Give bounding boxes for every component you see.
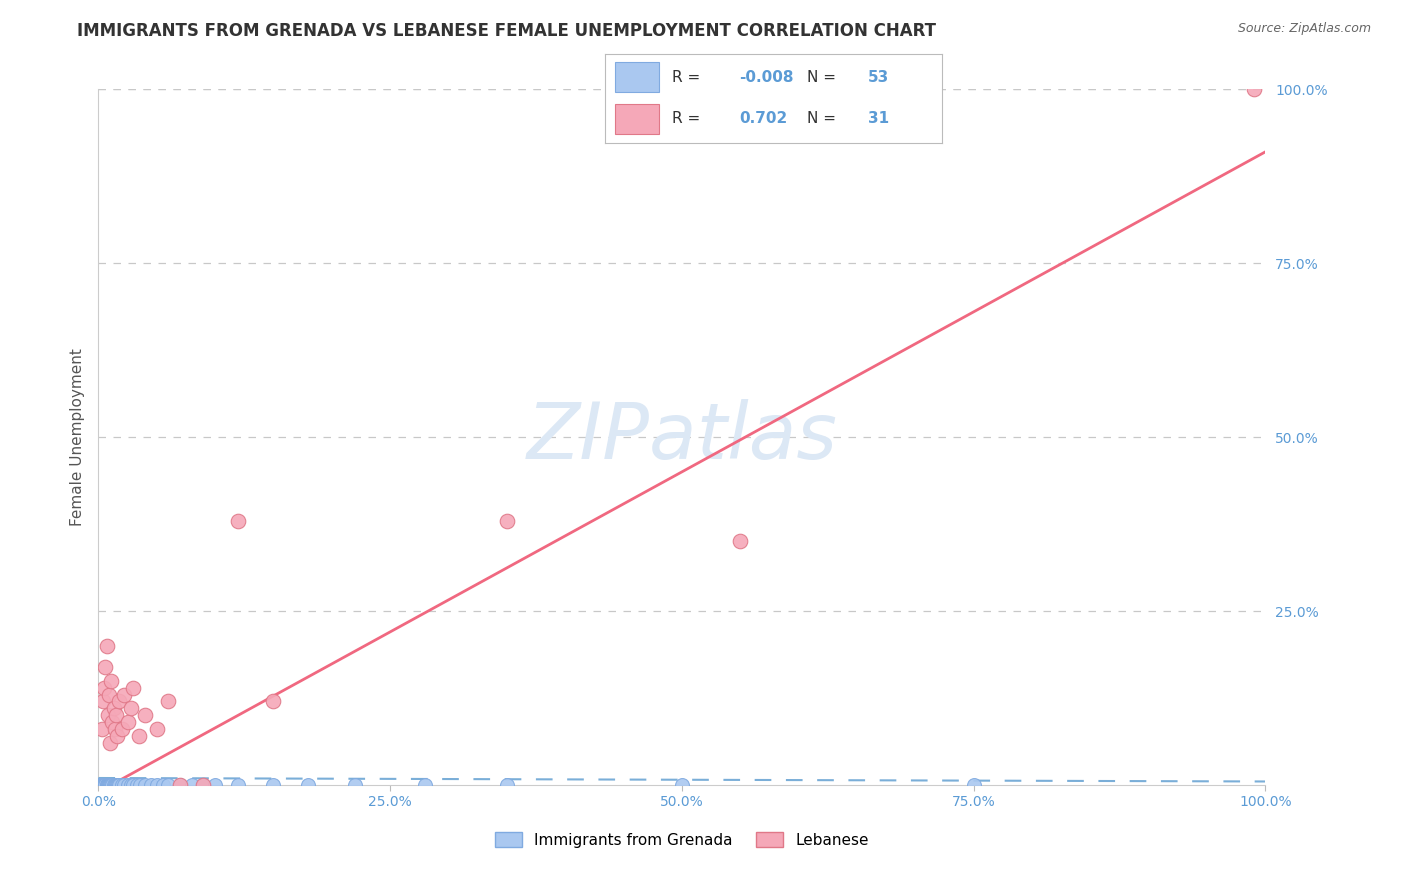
Point: [139, 778, 162, 792]
Point: [204, 778, 226, 792]
Point: [89, 778, 111, 792]
Point: [97, 778, 120, 792]
Point: [146, 723, 169, 737]
Point: [97, 688, 120, 702]
Point: [96, 778, 118, 792]
Point: [91, 778, 114, 792]
Point: [100, 778, 122, 792]
Legend: Immigrants from Grenada, Lebanese: Immigrants from Grenada, Lebanese: [489, 826, 875, 854]
Point: [117, 778, 139, 792]
Point: [134, 778, 156, 792]
Point: [262, 778, 284, 792]
Point: [962, 778, 984, 792]
Point: [98, 778, 121, 792]
Point: [122, 778, 145, 792]
Point: [108, 694, 131, 708]
Point: [108, 778, 131, 792]
Point: [111, 723, 134, 737]
Text: 0.702: 0.702: [740, 112, 787, 126]
Point: [111, 778, 134, 792]
Point: [105, 778, 128, 792]
Point: [90, 723, 112, 737]
Point: [496, 778, 519, 792]
Point: [297, 778, 319, 792]
Y-axis label: Female Unemployment: Female Unemployment: [69, 348, 84, 526]
Point: [90, 778, 112, 792]
Point: [107, 778, 129, 792]
Point: [94, 659, 117, 673]
Point: [94, 778, 117, 792]
Point: [262, 694, 284, 708]
Point: [193, 778, 215, 792]
Point: [91, 694, 114, 708]
Text: 53: 53: [868, 70, 889, 85]
Point: [104, 778, 127, 792]
Point: [97, 708, 120, 723]
Text: ZIPatlas: ZIPatlas: [526, 399, 838, 475]
Text: -0.008: -0.008: [740, 70, 794, 85]
Point: [93, 681, 115, 695]
Point: [97, 778, 120, 792]
Point: [89, 778, 111, 792]
Point: [94, 778, 117, 792]
Point: [344, 778, 367, 792]
Point: [169, 778, 191, 792]
Point: [157, 778, 180, 792]
Point: [104, 723, 127, 737]
Point: [180, 778, 202, 792]
Point: [87, 778, 110, 792]
Point: [128, 729, 150, 743]
Point: [112, 778, 135, 792]
Point: [96, 639, 118, 653]
Point: [93, 778, 115, 792]
Text: R =: R =: [672, 112, 706, 126]
Point: [120, 701, 142, 715]
Point: [228, 778, 250, 792]
Text: IMMIGRANTS FROM GRENADA VS LEBANESE FEMALE UNEMPLOYMENT CORRELATION CHART: IMMIGRANTS FROM GRENADA VS LEBANESE FEMA…: [77, 22, 936, 40]
FancyBboxPatch shape: [614, 62, 658, 92]
Point: [97, 778, 120, 792]
Point: [101, 715, 124, 730]
Point: [730, 534, 752, 549]
Point: [112, 688, 135, 702]
Point: [671, 778, 693, 792]
Point: [117, 715, 139, 730]
Point: [125, 778, 148, 792]
Point: [90, 778, 112, 792]
Point: [93, 778, 115, 792]
Point: [413, 778, 436, 792]
Point: [120, 778, 142, 792]
Text: N =: N =: [807, 70, 841, 85]
Point: [100, 673, 122, 688]
Point: [134, 708, 156, 723]
Point: [103, 701, 125, 715]
Point: [90, 778, 112, 792]
Point: [228, 514, 250, 528]
Point: [122, 681, 145, 695]
Point: [496, 514, 519, 528]
Point: [193, 778, 215, 792]
Text: N =: N =: [807, 112, 841, 126]
Point: [169, 778, 191, 792]
Point: [98, 778, 121, 792]
Point: [105, 729, 128, 743]
Point: [90, 778, 112, 792]
Point: [104, 778, 127, 792]
Point: [146, 778, 169, 792]
Point: [152, 778, 174, 792]
Point: [98, 736, 121, 750]
Point: [157, 694, 180, 708]
Point: [1243, 82, 1265, 96]
Text: 31: 31: [868, 112, 889, 126]
Point: [91, 778, 114, 792]
Point: [104, 708, 127, 723]
Point: [129, 778, 152, 792]
Point: [103, 778, 125, 792]
Text: Source: ZipAtlas.com: Source: ZipAtlas.com: [1237, 22, 1371, 36]
FancyBboxPatch shape: [614, 104, 658, 134]
Point: [101, 778, 124, 792]
Text: R =: R =: [672, 70, 706, 85]
Point: [97, 778, 120, 792]
Point: [96, 778, 118, 792]
